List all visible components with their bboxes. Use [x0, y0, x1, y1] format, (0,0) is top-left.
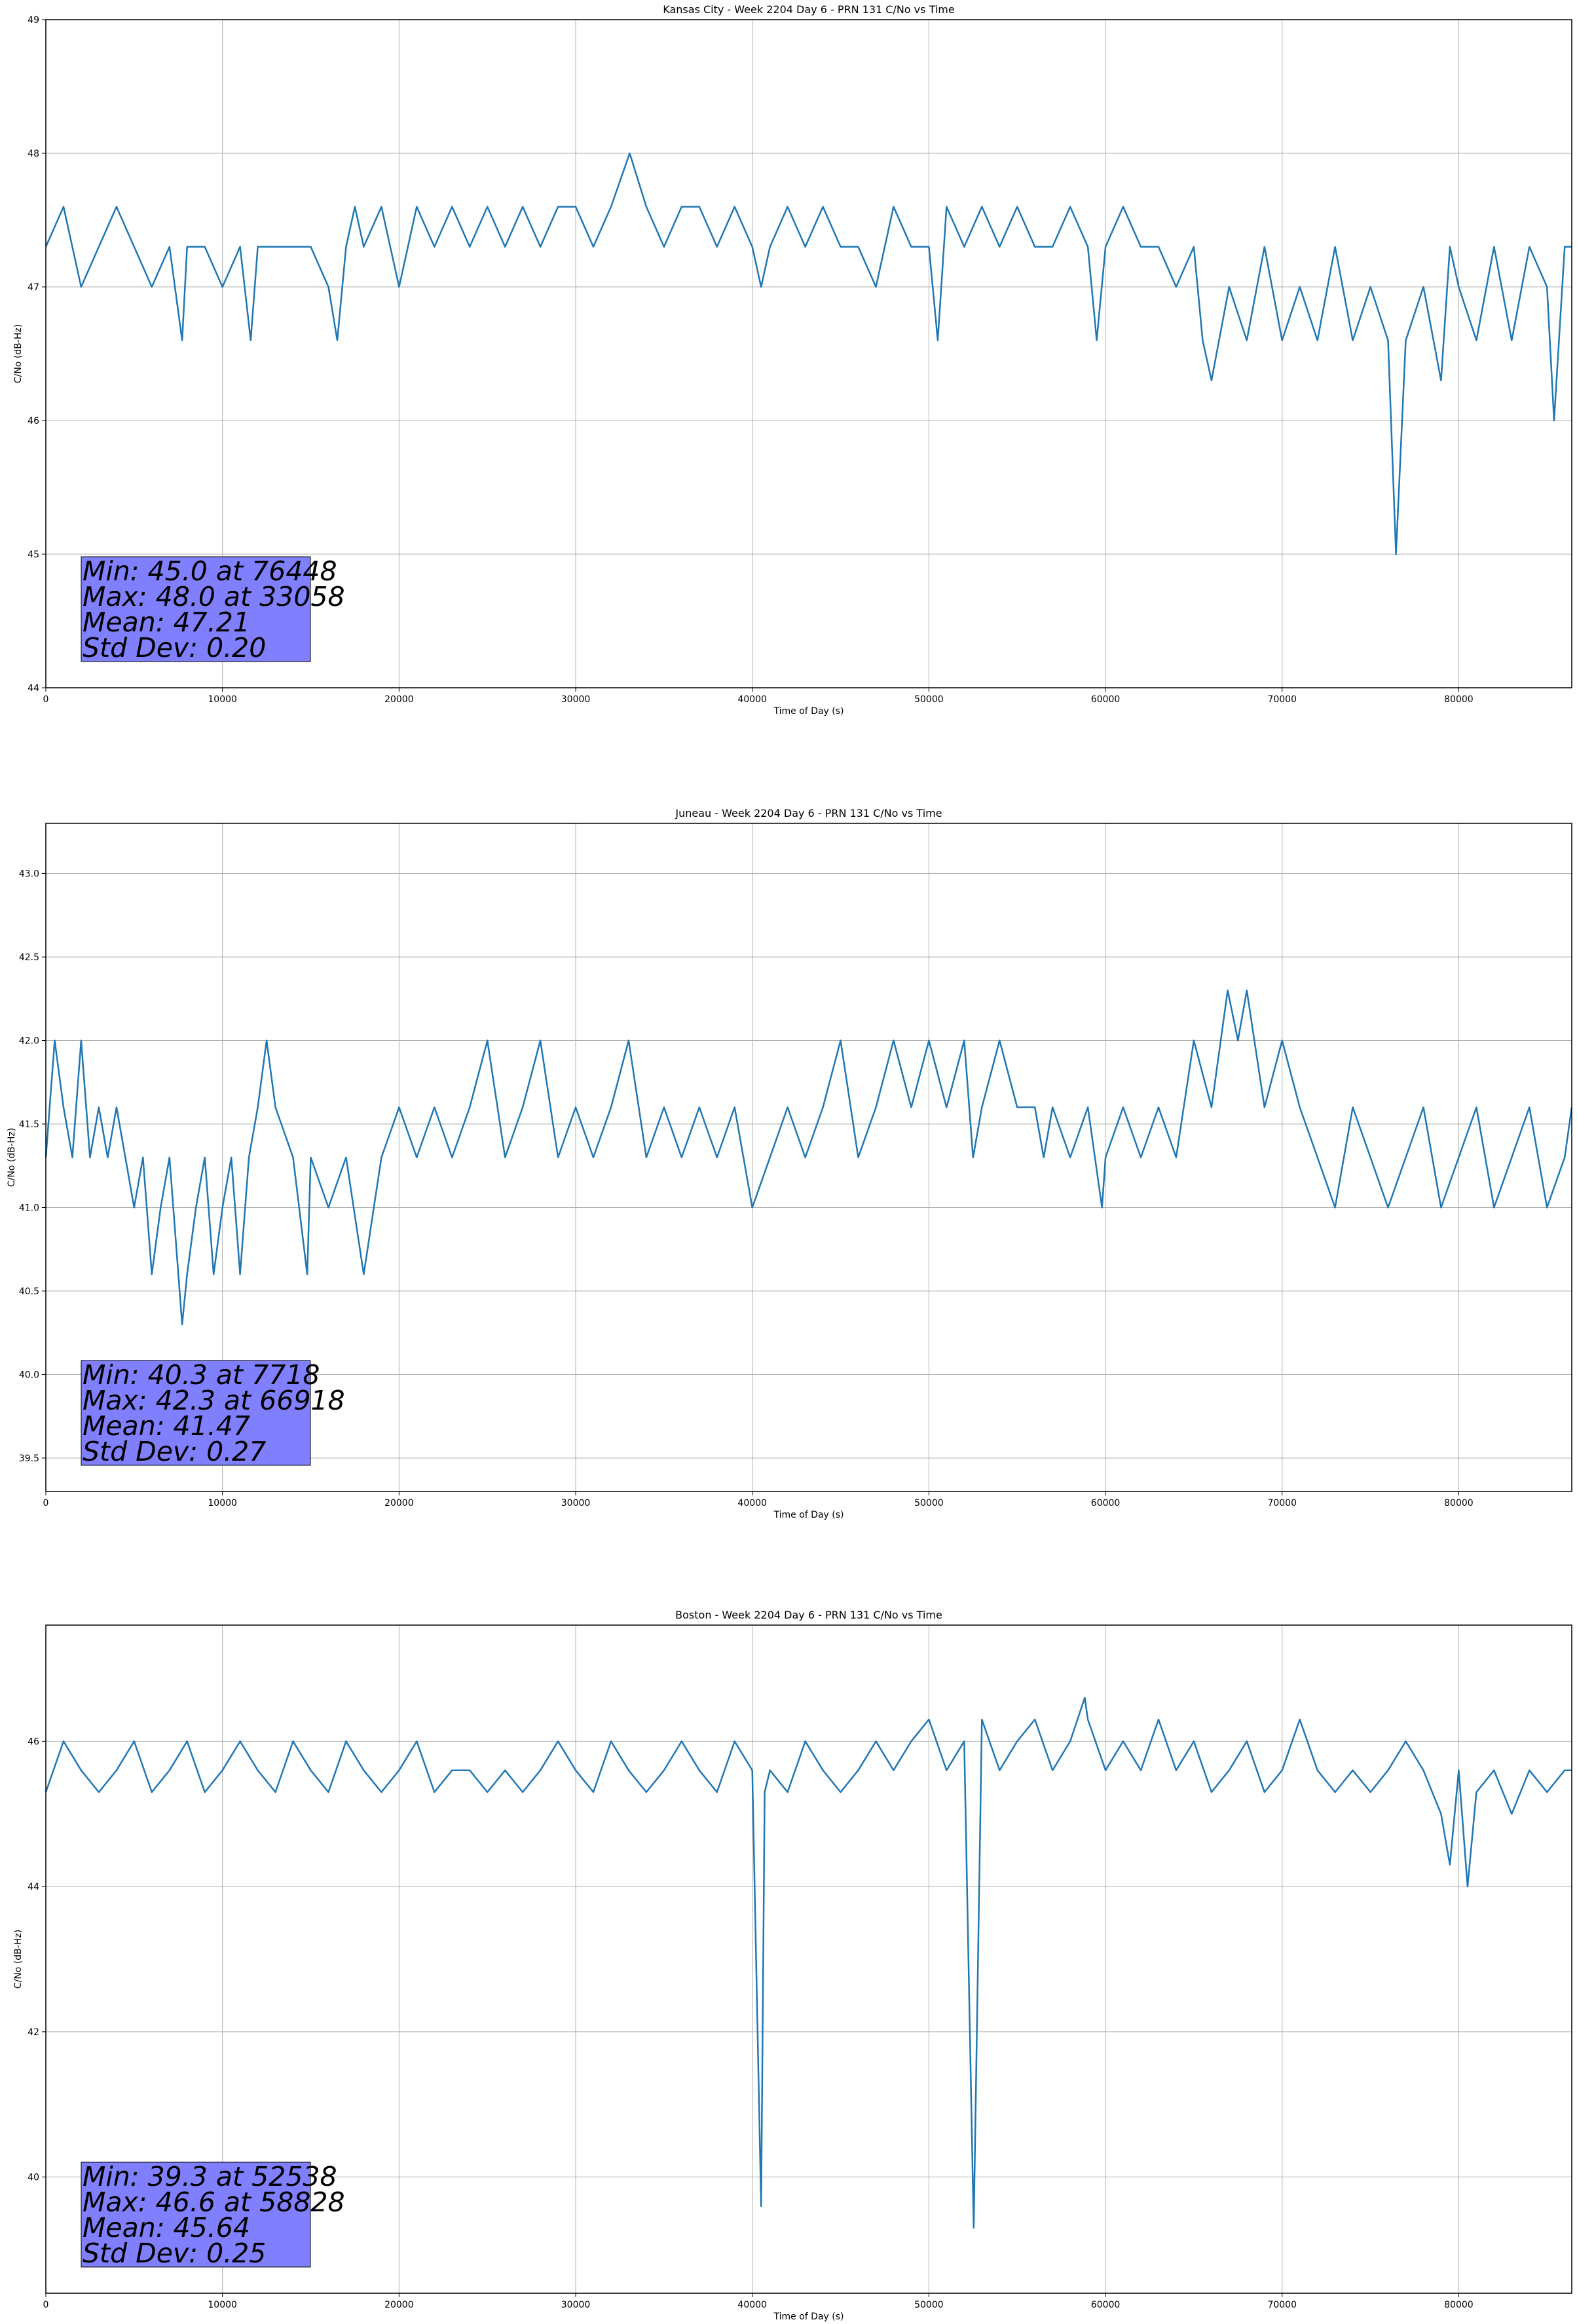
- x-tick-label: 10000: [208, 2300, 237, 2310]
- series-area: [45, 989, 1573, 1326]
- chart-title: Boston - Week 2204 Day 6 - PRN 131 C/No …: [675, 1609, 942, 1621]
- x-axis-ticks: 0 10000 20000 30000 40000 50000 60000 70000 8000…: [43, 2293, 1474, 2310]
- y-tick-label: 39.5: [19, 1453, 39, 1464]
- y-axis-ticks: 40 42 44 46: [28, 1736, 46, 2183]
- stats-mean: Mean: 45.64: [83, 2212, 250, 2243]
- x-tick-label: 40000: [737, 2300, 767, 2310]
- x-tick-label: 0: [43, 2300, 49, 2310]
- y-tick-label: 41.0: [19, 1203, 39, 1214]
- y-axis-ticks: 39.5 40.0 40.5 41.0 41.5 42.0 42.5 43.0: [19, 869, 46, 1464]
- x-axis-label: Time of Day (s): [773, 706, 844, 717]
- y-tick-label: 43.0: [19, 869, 39, 880]
- y-axis-label: C/No (dB-Hz): [7, 1128, 17, 1187]
- y-tick-label: 48: [28, 149, 39, 159]
- stats-stddev: Std Dev: 0.27: [83, 1436, 266, 1467]
- x-tick-label: 60000: [1091, 694, 1121, 705]
- x-tick-label: 70000: [1267, 694, 1297, 705]
- stats-max: Max: 46.6 at 58828: [83, 2186, 345, 2218]
- x-tick-label: 60000: [1091, 2300, 1121, 2310]
- x-axis-ticks: 0 10000 20000 30000 40000 50000 60000 70000 8000…: [43, 688, 1474, 705]
- plot-frame: [45, 823, 1572, 1492]
- panel-juneau: 0 10000 20000 30000 40000 50000 60000 70000 8000…: [7, 807, 1573, 1520]
- x-tick-label: 40000: [737, 1498, 767, 1509]
- chart-title: Kansas City - Week 2204 Day 6 - PRN 131 …: [663, 3, 954, 16]
- x-tick-label: 50000: [914, 694, 944, 705]
- x-tick-label: 80000: [1444, 2300, 1474, 2310]
- y-axis-label: C/No (dB-Hz): [13, 324, 24, 383]
- stats-max: Max: 48.0 at 33058: [83, 581, 345, 612]
- y-tick-label: 47: [28, 282, 39, 293]
- stats-box-background: [81, 556, 311, 662]
- y-axis-label: C/No (dB-Hz): [13, 1930, 24, 1989]
- x-tick-label: 70000: [1267, 1498, 1297, 1509]
- stats-box-background: [81, 1360, 311, 1466]
- x-tick-label: 10000: [208, 1498, 237, 1509]
- stats-box-background: [81, 2162, 311, 2268]
- chart-title: Juneau - Week 2204 Day 6 - PRN 131 C/No …: [675, 807, 942, 819]
- stats-box: Min: 45.0 at 76448 Max: 48.0 at 33058 Me…: [81, 555, 345, 664]
- x-tick-label: 30000: [561, 1498, 591, 1509]
- x-tick-label: 20000: [384, 2300, 414, 2310]
- x-axis-label: Time of Day (s): [773, 2312, 844, 2322]
- y-tick-label: 40.5: [19, 1286, 39, 1297]
- stats-box: Min: 40.3 at 7718 Max: 42.3 at 66918 Mea…: [81, 1359, 345, 1467]
- y-tick-label: 46: [28, 1736, 39, 1747]
- stats-min: Min: 40.3 at 7718: [83, 1359, 320, 1391]
- x-tick-label: 0: [43, 1498, 49, 1509]
- x-tick-label: 80000: [1444, 694, 1474, 705]
- y-tick-label: 40.0: [19, 1370, 39, 1381]
- stats-box: Min: 39.3 at 52538 Max: 46.6 at 58828 Me…: [81, 2161, 345, 2269]
- panel-kansas-city: 0 10000 20000 30000 40000 50000 60000 70000 8000…: [13, 3, 1572, 717]
- x-tick-label: 80000: [1444, 1498, 1474, 1509]
- y-tick-label: 42.5: [19, 952, 39, 963]
- stats-mean: Mean: 41.47: [83, 1410, 250, 1442]
- series-area: [45, 1696, 1572, 2229]
- x-tick-label: 20000: [384, 694, 414, 705]
- y-tick-label: 41.5: [19, 1119, 39, 1130]
- x-tick-label: 50000: [914, 2300, 944, 2310]
- y-tick-label: 45: [28, 550, 39, 560]
- x-tick-label: 20000: [384, 1498, 414, 1509]
- x-tick-label: 70000: [1267, 2300, 1297, 2310]
- plot-frame: [45, 19, 1572, 688]
- y-tick-label: 42.0: [19, 1036, 39, 1047]
- x-tick-label: 10000: [208, 694, 237, 705]
- series-line: [45, 1696, 1572, 2229]
- series-line: [45, 989, 1573, 1326]
- x-tick-label: 0: [43, 694, 49, 705]
- x-tick-label: 60000: [1091, 1498, 1121, 1509]
- stats-stddev: Std Dev: 0.25: [83, 2238, 266, 2269]
- x-tick-label: 40000: [737, 694, 767, 705]
- y-tick-label: 42: [28, 2027, 39, 2038]
- y-tick-label: 49: [28, 15, 39, 26]
- y-tick-label: 40: [28, 2173, 39, 2183]
- y-tick-label: 44: [28, 683, 39, 694]
- stats-stddev: Std Dev: 0.20: [83, 632, 266, 664]
- stats-max: Max: 42.3 at 66918: [83, 1385, 345, 1416]
- y-tick-label: 44: [28, 1882, 39, 1892]
- x-tick-label: 30000: [561, 694, 591, 705]
- x-axis-ticks: 0 10000 20000 30000 40000 50000 60000 70000 8000…: [43, 1491, 1474, 1509]
- x-tick-label: 30000: [561, 2300, 591, 2310]
- series-line: [45, 152, 1572, 555]
- x-axis-label: Time of Day (s): [773, 1510, 844, 1520]
- y-tick-label: 46: [28, 416, 39, 426]
- y-axis-ticks: 44 45 46 47 48 49: [28, 15, 46, 694]
- stats-mean: Mean: 47.21: [83, 607, 250, 638]
- panel-boston: 0 10000 20000 30000 40000 50000 60000 70000 8000…: [13, 1609, 1572, 2322]
- plot-frame: [45, 1624, 1572, 2294]
- stats-min: Min: 39.3 at 52538: [83, 2161, 337, 2192]
- series-area: [45, 152, 1572, 555]
- x-tick-label: 50000: [914, 1498, 944, 1509]
- stats-min: Min: 45.0 at 76448: [83, 555, 337, 587]
